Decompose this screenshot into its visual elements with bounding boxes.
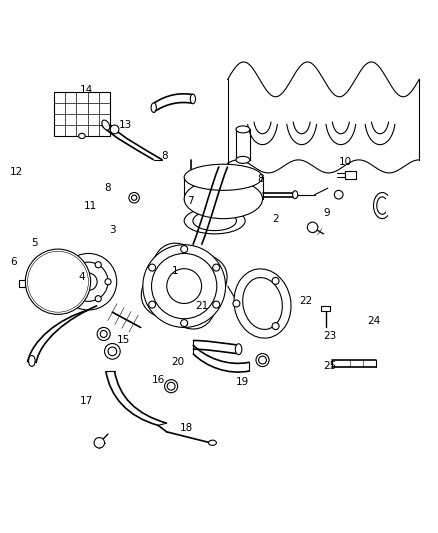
Text: 8: 8 xyxy=(257,174,264,184)
Circle shape xyxy=(129,192,139,203)
Bar xyxy=(345,171,356,180)
Text: 20: 20 xyxy=(171,357,184,367)
Text: 19: 19 xyxy=(237,377,250,387)
Text: 18: 18 xyxy=(180,423,193,433)
Ellipse shape xyxy=(190,94,195,104)
Text: 1: 1 xyxy=(172,266,179,276)
Text: 3: 3 xyxy=(109,224,116,235)
Text: 24: 24 xyxy=(367,316,380,326)
Ellipse shape xyxy=(236,156,250,163)
Text: 4: 4 xyxy=(78,272,85,282)
Ellipse shape xyxy=(79,133,85,139)
Ellipse shape xyxy=(184,180,262,219)
Bar xyxy=(19,279,25,287)
Circle shape xyxy=(76,296,82,302)
Circle shape xyxy=(213,264,220,271)
Text: 17: 17 xyxy=(80,397,93,407)
Circle shape xyxy=(95,262,101,268)
Ellipse shape xyxy=(184,164,262,190)
Circle shape xyxy=(76,262,82,268)
Circle shape xyxy=(30,254,86,310)
Ellipse shape xyxy=(102,120,110,130)
Circle shape xyxy=(95,296,101,302)
Text: 8: 8 xyxy=(105,183,111,193)
Circle shape xyxy=(181,320,187,327)
Circle shape xyxy=(272,277,279,285)
Text: 25: 25 xyxy=(323,361,337,371)
Circle shape xyxy=(334,190,343,199)
Text: 7: 7 xyxy=(187,196,194,206)
Circle shape xyxy=(108,347,117,356)
Circle shape xyxy=(25,249,91,314)
Circle shape xyxy=(233,300,240,307)
Text: 6: 6 xyxy=(10,257,17,267)
Ellipse shape xyxy=(193,211,237,231)
Circle shape xyxy=(69,262,108,301)
Text: 2: 2 xyxy=(272,214,279,224)
Circle shape xyxy=(148,264,155,271)
Ellipse shape xyxy=(234,269,291,338)
Ellipse shape xyxy=(28,356,35,366)
Circle shape xyxy=(47,271,69,293)
Text: 8: 8 xyxy=(161,150,168,160)
Text: 15: 15 xyxy=(117,335,130,345)
Circle shape xyxy=(307,222,318,232)
Circle shape xyxy=(181,246,187,253)
Ellipse shape xyxy=(236,126,250,133)
Ellipse shape xyxy=(208,440,216,446)
Ellipse shape xyxy=(293,191,298,199)
Circle shape xyxy=(272,322,279,329)
Circle shape xyxy=(110,125,119,134)
Text: 21: 21 xyxy=(195,301,208,311)
Bar xyxy=(53,92,110,136)
Circle shape xyxy=(213,301,220,308)
Ellipse shape xyxy=(151,103,156,112)
Circle shape xyxy=(97,327,110,341)
Circle shape xyxy=(100,330,107,337)
Text: 11: 11 xyxy=(84,200,97,211)
Circle shape xyxy=(143,245,226,327)
Circle shape xyxy=(165,379,178,393)
Ellipse shape xyxy=(184,208,245,234)
Text: 12: 12 xyxy=(10,167,23,176)
Text: 13: 13 xyxy=(119,120,132,130)
Circle shape xyxy=(80,273,97,290)
Circle shape xyxy=(148,301,155,308)
Text: 22: 22 xyxy=(300,296,313,306)
Text: 9: 9 xyxy=(324,208,330,219)
Text: 16: 16 xyxy=(152,375,165,385)
Circle shape xyxy=(258,356,266,364)
Circle shape xyxy=(256,353,269,367)
Circle shape xyxy=(28,251,88,312)
Circle shape xyxy=(167,382,175,390)
Circle shape xyxy=(60,254,117,310)
Circle shape xyxy=(94,438,105,448)
Circle shape xyxy=(32,256,84,308)
Circle shape xyxy=(34,258,82,305)
Text: 5: 5 xyxy=(31,238,37,247)
Bar xyxy=(321,305,330,311)
Circle shape xyxy=(131,195,137,200)
Circle shape xyxy=(167,269,201,303)
Text: 23: 23 xyxy=(323,331,337,341)
Text: 10: 10 xyxy=(339,157,352,167)
Circle shape xyxy=(66,279,72,285)
Ellipse shape xyxy=(243,278,283,329)
Circle shape xyxy=(105,279,111,285)
Text: 14: 14 xyxy=(80,85,93,95)
Circle shape xyxy=(105,344,120,359)
Ellipse shape xyxy=(235,344,242,354)
Circle shape xyxy=(152,254,217,319)
